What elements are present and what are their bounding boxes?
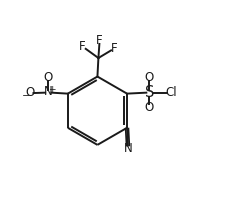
Text: F: F (79, 40, 85, 53)
Text: Cl: Cl (164, 86, 176, 99)
Text: −: − (22, 91, 31, 101)
Text: +: + (48, 85, 56, 94)
Text: N: N (123, 142, 132, 155)
Text: S: S (144, 85, 153, 100)
Text: O: O (144, 101, 153, 114)
Text: F: F (96, 33, 102, 47)
Text: O: O (26, 86, 35, 99)
Text: N: N (44, 85, 52, 98)
Text: O: O (44, 70, 53, 84)
Text: O: O (144, 71, 153, 84)
Text: F: F (111, 42, 117, 55)
